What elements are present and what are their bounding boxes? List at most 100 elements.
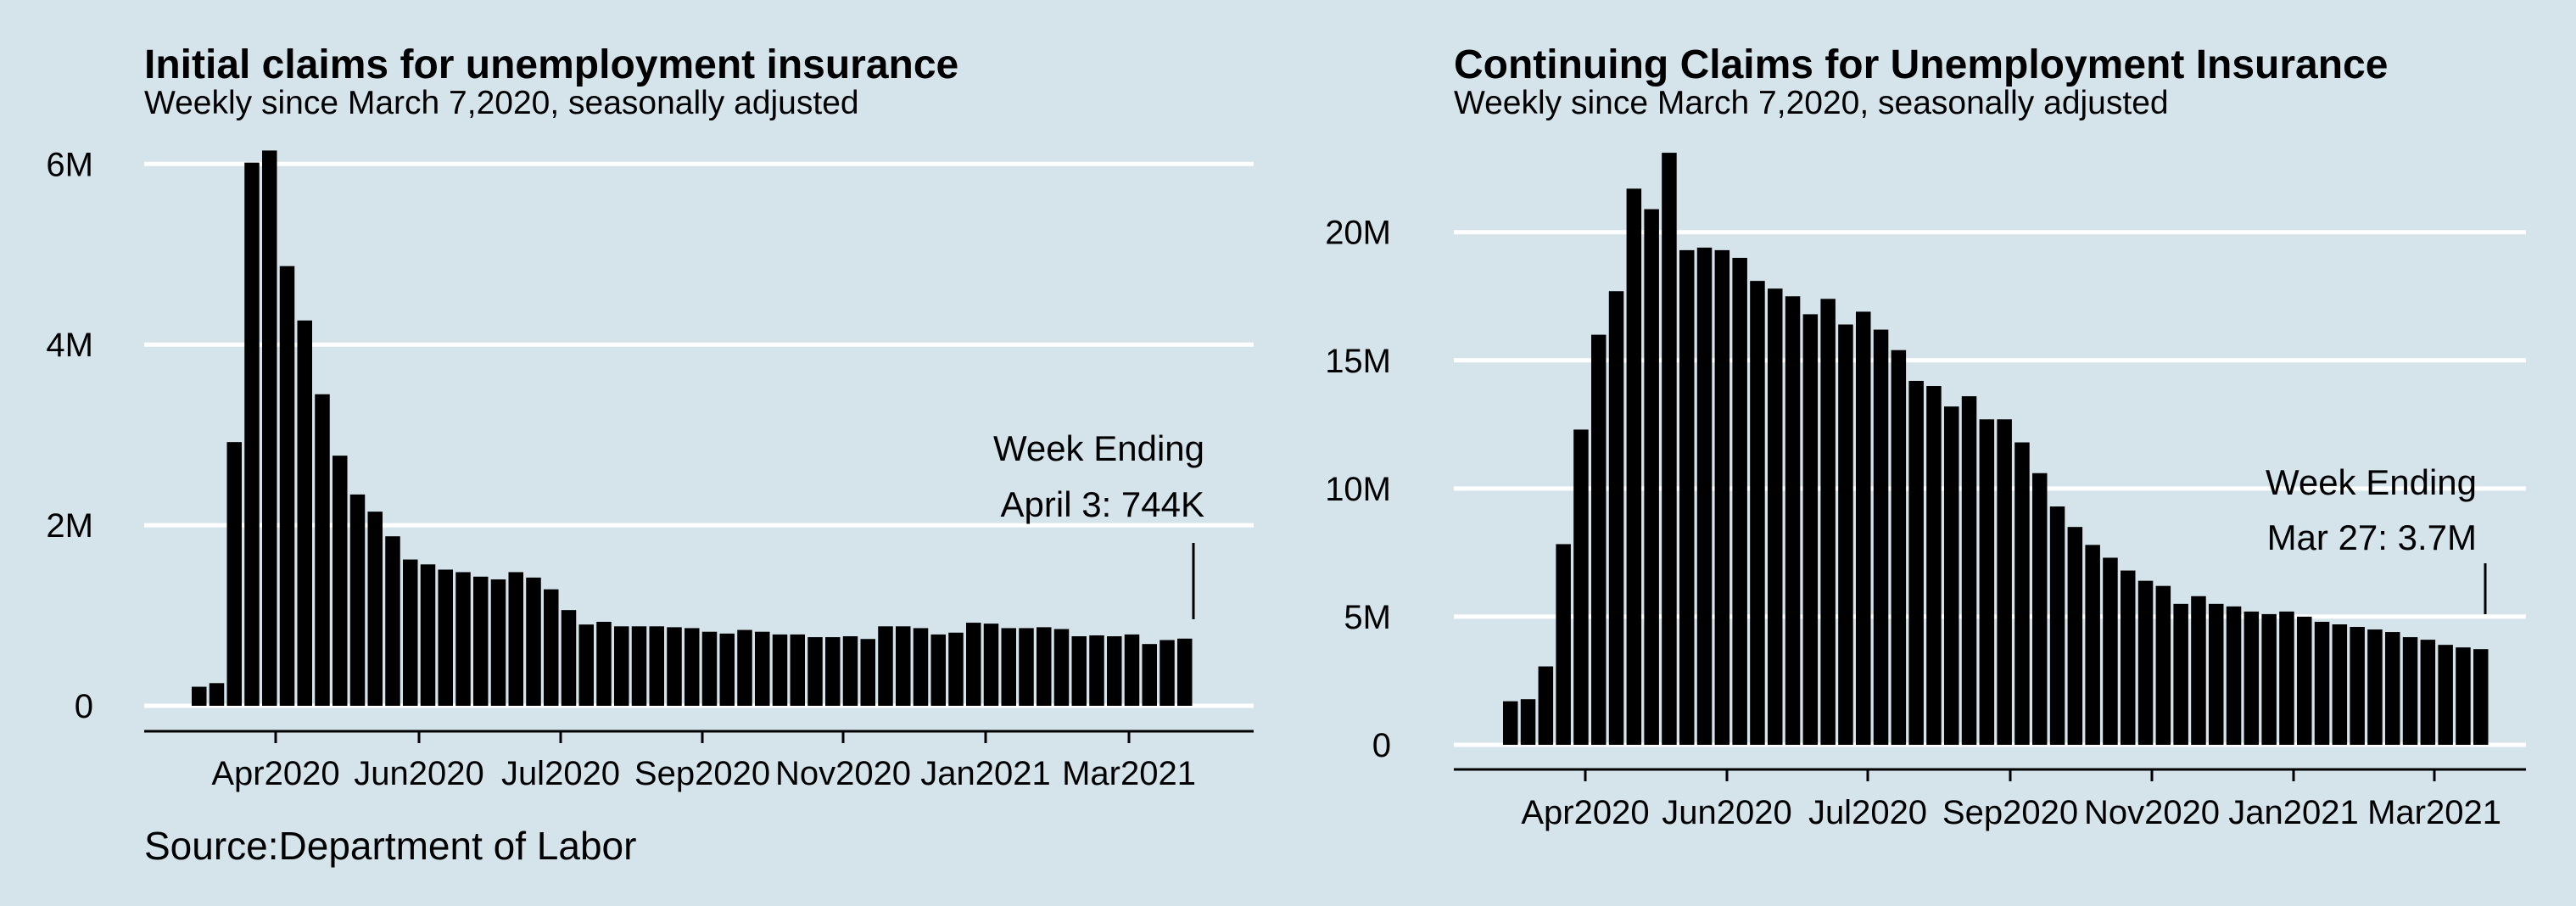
bar <box>1591 334 1607 745</box>
bar <box>2244 611 2260 745</box>
bar <box>244 162 260 706</box>
bar <box>1071 636 1087 706</box>
bar <box>2438 645 2453 745</box>
bar <box>1696 247 1713 746</box>
bar <box>1750 281 1765 745</box>
bar <box>2049 506 2065 745</box>
x-tick-label: Sep2020 <box>634 755 770 792</box>
bar <box>2155 585 2171 745</box>
bar <box>1001 628 1016 706</box>
bar <box>332 456 348 706</box>
bar <box>1662 153 1677 746</box>
bar <box>2085 545 2100 745</box>
annotation-line-1: Week Ending <box>2266 462 2477 502</box>
bar <box>1626 188 1642 745</box>
bar <box>1053 629 1070 706</box>
bar <box>1019 628 1034 706</box>
bar <box>526 577 541 706</box>
initial-claims-chart: Initial claims for unemployment insuranc… <box>46 42 1254 868</box>
x-tick-label: Nov2020 <box>775 755 911 792</box>
x-tick-label: Jun2020 <box>354 755 483 792</box>
y-tick-label: 2M <box>46 507 93 545</box>
bar <box>1768 288 1783 745</box>
bar <box>755 631 770 706</box>
bar <box>1089 635 1104 706</box>
bar <box>2191 596 2206 745</box>
bar <box>614 626 629 706</box>
bar <box>878 626 893 706</box>
source-note: Source:Department of Labor <box>144 824 636 868</box>
bar <box>438 569 453 706</box>
y-tick-label: 4M <box>46 327 93 364</box>
x-tick-label: Jan2021 <box>920 755 1050 792</box>
bar <box>2226 606 2242 745</box>
bar <box>315 394 330 706</box>
bar <box>649 626 664 706</box>
chart-title: Initial claims for unemployment insuranc… <box>144 42 958 87</box>
bar <box>1107 636 1122 706</box>
bar <box>1556 544 1571 745</box>
bar <box>701 631 718 706</box>
bar <box>807 637 823 706</box>
bar <box>1944 406 1959 745</box>
bar <box>403 559 418 706</box>
bar <box>1838 324 1853 745</box>
bar <box>490 579 506 706</box>
y-tick-label: 0 <box>75 688 93 725</box>
bar <box>825 637 841 706</box>
bar <box>455 572 471 706</box>
x-tick-label: Mar2021 <box>1062 755 1196 792</box>
bar <box>2279 611 2294 745</box>
bar <box>1142 644 1157 706</box>
bar <box>279 266 295 706</box>
bar <box>1608 291 1624 746</box>
bar <box>1573 429 1589 745</box>
x-tick-label: Mar2021 <box>2367 794 2501 831</box>
bar <box>226 442 242 706</box>
y-tick-label: 0 <box>1372 727 1391 764</box>
bar <box>983 624 999 706</box>
bar <box>719 633 735 706</box>
chart-subtitle: Weekly since March 7,2020, seasonally ad… <box>144 85 859 121</box>
y-tick-label: 10M <box>1325 471 1391 508</box>
bar <box>860 639 875 706</box>
bar <box>508 572 523 706</box>
bar <box>2173 603 2188 745</box>
continuing-claims-chart: Continuing Claims for Unemployment Insur… <box>1325 42 2526 831</box>
bar <box>737 629 752 706</box>
y-tick-label: 5M <box>1344 599 1391 636</box>
bar <box>1997 419 2012 745</box>
bar <box>367 512 383 706</box>
x-tick-label: Jun2020 <box>1662 794 1791 831</box>
bar <box>2332 624 2348 745</box>
bar <box>2067 527 2083 745</box>
bar <box>1891 350 1907 745</box>
bar <box>2473 649 2489 745</box>
bar <box>1159 640 1175 706</box>
bar <box>2420 640 2436 745</box>
bar <box>1503 701 1518 745</box>
bar <box>2103 557 2118 745</box>
x-axis-ticks: Apr2020 Jun2020 Jul2020 Sep2020 Nov2020 Jan20… <box>1521 769 2501 831</box>
bar <box>896 626 911 706</box>
annotation-line-2: April 3: 744K <box>1001 484 1204 524</box>
bars <box>1503 153 2489 746</box>
bar <box>2137 580 2154 745</box>
bar <box>2297 616 2312 745</box>
bar <box>473 576 489 706</box>
bar <box>561 610 577 706</box>
bar <box>1679 249 1695 745</box>
bar <box>1644 209 1659 745</box>
bar <box>1979 419 1995 745</box>
bar <box>2350 627 2365 745</box>
x-axis-ticks: Apr2020 Jun2020 Jul2020 Sep2020 Nov2020 Jan20… <box>211 731 1196 792</box>
bar <box>685 628 700 706</box>
bar <box>2261 613 2277 745</box>
bar <box>544 589 559 706</box>
chart-title: Continuing Claims for Unemployment Insur… <box>1454 42 2388 87</box>
bar <box>2314 621 2330 745</box>
y-axis-ticks: 0 5M 10M 15M 20M <box>1325 215 1391 764</box>
bar <box>1037 627 1052 706</box>
bar <box>1820 299 1836 746</box>
